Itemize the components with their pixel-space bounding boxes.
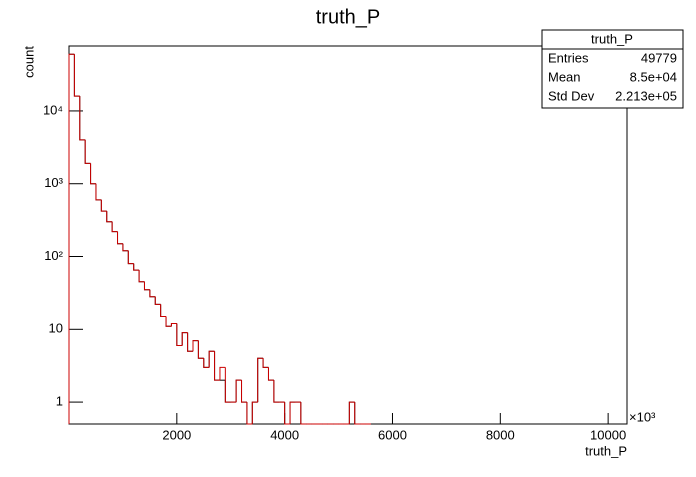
stats-value: 8.5e+04 [630,69,677,84]
histogram-bin [68,53,75,424]
histogram-bin [154,296,161,305]
histogram-bin [127,250,134,265]
histogram-bin [106,211,113,223]
x-multiplier: ×10³ [629,409,656,424]
histogram-bin [354,402,361,425]
histogram-bin [90,163,96,185]
stats-label: Mean [548,69,581,84]
histogram-bin [176,323,183,346]
histogram-bin [224,367,231,403]
chart-title: truth_P [316,6,380,28]
histogram-bin [138,270,145,283]
histogram-bin [95,183,102,201]
histogram-bin [262,358,269,368]
histogram-bin [149,289,156,298]
stats-title: truth_P [591,31,633,46]
histogram-bin [100,199,107,212]
histogram-bin [79,96,86,141]
histogram-bin [241,380,247,403]
histogram-bin [170,323,177,327]
histogram-bin [208,350,215,368]
histogram-bin [160,304,167,317]
y-axis-label: count [21,46,36,78]
x-tick-label: 10000 [590,427,626,442]
histogram-bin [187,332,193,352]
histogram-bin [235,379,242,403]
histogram-bin [122,243,129,252]
histogram-bin [251,401,258,424]
stats-value: 2.213e+05 [615,88,677,103]
y-tick-label: 10² [44,248,63,263]
histogram-bin [289,401,296,424]
y-tick-label: 10 [49,321,63,336]
histogram-bin [348,401,355,424]
histogram-bin [143,281,150,291]
x-tick-label: 4000 [270,427,299,442]
x-tick-label: 2000 [162,427,191,442]
stats-label: Entries [548,50,589,65]
histogram-bin [214,351,220,381]
histogram-bin [117,231,123,245]
histogram-bin [219,366,226,381]
histogram-bin [257,357,264,403]
histogram-bin [111,221,118,233]
histogram-bin [267,367,274,381]
histogram-bin [181,332,188,346]
histogram-bin [192,340,199,352]
y-tick-label: 10³ [44,175,63,190]
y-tick-label: 1 [56,394,63,409]
histogram-bin [165,316,172,327]
x-tick-label: 8000 [486,427,515,442]
histogram-bin [300,402,307,425]
histogram-bin [73,54,80,97]
stats-value: 49779 [641,50,677,65]
histogram-bin [246,402,253,425]
histogram-bin [133,263,140,271]
histogram-bin [284,402,291,425]
x-axis-label: truth_P [585,443,627,458]
histogram-bin [203,358,210,368]
y-tick-label: 10⁴ [43,102,63,117]
stats-label: Std Dev [548,88,595,103]
histogram-bin [84,139,91,164]
histogram-bin [197,340,204,359]
stats-box [541,29,684,109]
x-tick-label: 6000 [378,427,407,442]
histogram-bin [273,380,280,403]
